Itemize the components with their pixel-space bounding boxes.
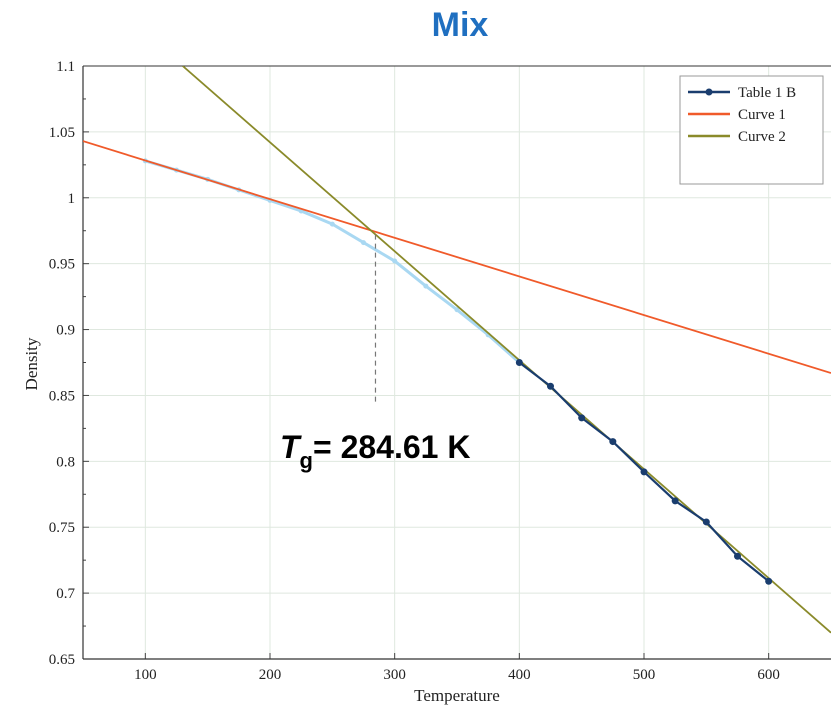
faded-curve — [144, 159, 521, 364]
y-tick-label: 0.8 — [56, 454, 75, 470]
legend-label: Curve 1 — [738, 107, 786, 123]
y-tick-label: 0.95 — [49, 257, 75, 273]
y-tick-label: 0.65 — [49, 652, 75, 668]
x-tick-label: 200 — [259, 667, 282, 683]
y-tick-label: 0.85 — [49, 388, 75, 404]
x-tick-label: 500 — [633, 667, 656, 683]
series-line-curve-2 — [182, 66, 831, 634]
legend: Table 1 B Curve 1 Curve 2 — [679, 75, 824, 185]
y-tick-label: 0.9 — [56, 323, 75, 339]
x-tick-label: 600 — [757, 667, 780, 683]
data-point — [515, 359, 523, 366]
x-tick-label: 300 — [383, 667, 406, 683]
y-tick-label: 0.7 — [56, 586, 75, 602]
data-point — [547, 382, 554, 390]
legend-label: Table 1 B — [738, 85, 796, 101]
data-point — [671, 497, 679, 505]
faded-point — [423, 283, 429, 289]
x-tick-label: 400 — [508, 667, 531, 683]
chart-title: Mix — [432, 6, 489, 44]
tg-annotation: Tg= 284.61 K — [280, 429, 470, 473]
y-tick-label: 1.1 — [56, 59, 75, 75]
faded-point — [329, 221, 335, 227]
y-tick-label: 0.75 — [49, 520, 75, 536]
legend-label: Curve 2 — [738, 129, 786, 145]
y-axis-label: Density — [22, 337, 41, 390]
data-point — [609, 438, 617, 446]
legend-marker — [705, 88, 713, 96]
y-tick-label: 1 — [68, 191, 76, 207]
series-line-curve-1 — [83, 140, 831, 374]
plot-area — [83, 66, 831, 634]
axes — [82, 65, 831, 660]
x-tick-label: 100 — [134, 667, 157, 683]
tg-symbol: T — [280, 429, 302, 465]
data-point — [578, 414, 586, 422]
data-point — [734, 552, 741, 560]
data-point — [702, 518, 710, 526]
y-tick-label: 1.05 — [49, 125, 75, 141]
data-point — [765, 577, 773, 585]
faded-point — [454, 307, 460, 313]
legend-box — [679, 75, 824, 185]
data-point — [640, 468, 648, 476]
y-tick-labels: 0.65 0.7 0.75 0.8 0.85 0.9 0.95 1 1.05 1.1 — [49, 59, 76, 668]
faded-point — [392, 258, 398, 264]
tg-value: = 284.61 K — [313, 429, 470, 465]
x-tick-labels: 100 200 300 400 500 600 — [134, 667, 780, 683]
faded-point — [361, 240, 366, 246]
tg-subscript: g — [300, 448, 313, 473]
x-axis-label: Temperature — [414, 686, 500, 705]
